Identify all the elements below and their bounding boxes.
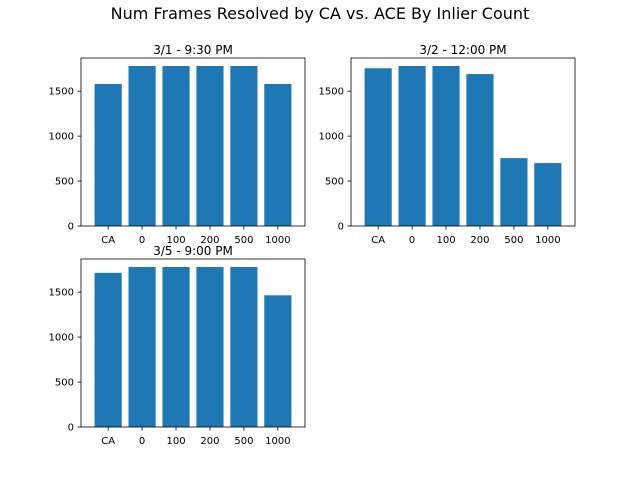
- x-tick-label: 0: [409, 235, 415, 246]
- subplot-1: CA 0 100 200 500 1000 0 500 1000 1500 3/1 - 9:30 P…: [49, 43, 306, 246]
- bar-500: [230, 66, 258, 226]
- y-tick-label: 0: [68, 423, 74, 434]
- x-tick-label: 500: [234, 235, 253, 246]
- bar-0: [128, 66, 156, 226]
- subplot-title: 3/5 - 9:00 PM: [153, 244, 233, 258]
- bar-100: [162, 267, 190, 427]
- bar-1000: [534, 163, 562, 226]
- y-tick-label: 0: [68, 222, 74, 233]
- y-tick-label: 1500: [49, 288, 74, 299]
- x-tick-label: 100: [436, 235, 455, 246]
- x-tick-label: 1000: [535, 235, 560, 246]
- bar-500: [230, 267, 258, 427]
- x-tick-label: CA: [371, 235, 385, 246]
- bar-200: [196, 66, 224, 226]
- x-tick-label: 0: [139, 235, 145, 246]
- bar-0: [128, 267, 156, 427]
- x-tick-label: CA: [101, 436, 115, 447]
- y-tick-label: 1500: [49, 87, 74, 98]
- bar-500: [500, 158, 528, 226]
- bar-200: [466, 74, 494, 226]
- axes-frame: [80, 57, 306, 227]
- axes-frame: [350, 57, 576, 227]
- subplot-2: CA 0 100 200 500 1000 0 500 1000 1500 3/2 - 12:00 …: [319, 43, 576, 246]
- bar-CA: [94, 272, 122, 427]
- y-tick-label: 500: [55, 177, 74, 188]
- x-tick-label: 500: [234, 436, 253, 447]
- y-tick-label: 1000: [49, 132, 74, 143]
- x-tick-label: 100: [166, 436, 185, 447]
- subplot-title: 3/2 - 12:00 PM: [419, 43, 506, 57]
- bar-0: [398, 66, 426, 226]
- bar-1000: [264, 295, 292, 427]
- x-tick-label: 0: [139, 436, 145, 447]
- bar-CA: [94, 83, 122, 226]
- x-tick-label: 500: [504, 235, 523, 246]
- bar-100: [162, 66, 190, 226]
- bar-1000: [264, 83, 292, 226]
- subplot-title: 3/1 - 9:30 PM: [153, 43, 233, 57]
- y-tick-label: 500: [55, 378, 74, 389]
- x-tick-label: 200: [200, 235, 219, 246]
- y-tick-label: 500: [325, 177, 344, 188]
- subplot-3: CA 0 100 200 500 1000 0 500 1000 1500 3/5 - 9:00 P…: [49, 244, 306, 447]
- figure-suptitle: Num Frames Resolved by CA vs. ACE By Inl…: [111, 4, 530, 23]
- bar-CA: [364, 68, 392, 226]
- x-tick-label: 200: [200, 436, 219, 447]
- x-tick-label: CA: [101, 235, 115, 246]
- y-tick-label: 1500: [319, 87, 344, 98]
- x-tick-label: 1000: [265, 436, 290, 447]
- x-tick-label: 1000: [265, 235, 290, 246]
- bar-200: [196, 267, 224, 427]
- bar-100: [432, 66, 460, 226]
- x-tick-label: 100: [166, 235, 185, 246]
- x-tick-label: 200: [470, 235, 489, 246]
- y-tick-label: 0: [338, 222, 344, 233]
- y-tick-label: 1000: [49, 333, 74, 344]
- axes-frame: [80, 258, 306, 428]
- y-tick-label: 1000: [319, 132, 344, 143]
